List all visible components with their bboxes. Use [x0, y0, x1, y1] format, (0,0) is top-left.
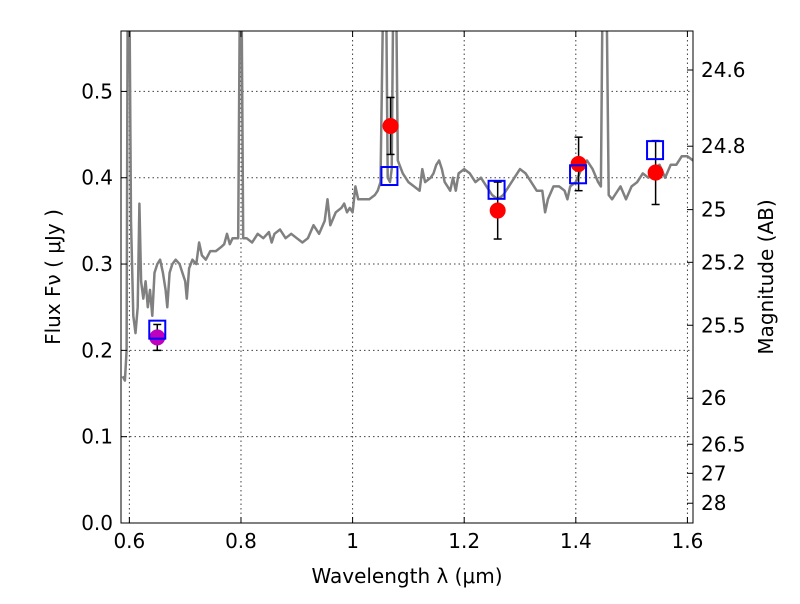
- x-tick-label: 1: [346, 529, 359, 553]
- data-layer: [121, 31, 693, 382]
- x-tick-label: 1.4: [560, 529, 592, 553]
- right-tick-label: 27: [701, 461, 726, 485]
- data-point: [570, 155, 587, 172]
- right-tick-label: 26: [701, 386, 726, 410]
- y-axis-right-label: Magnitude (AB): [754, 199, 778, 354]
- right-tick-label: 24.6: [701, 58, 746, 82]
- data-point: [382, 117, 399, 134]
- y-tick-label: 0.5: [81, 79, 113, 103]
- spectrum-line: [121, 31, 693, 382]
- model-flux-square: [569, 164, 588, 185]
- x-tick-label: 0.8: [225, 529, 257, 553]
- data-point: [149, 329, 166, 346]
- x-tick-label: 0.6: [113, 529, 145, 553]
- y-tick-label: 0.2: [81, 338, 113, 362]
- y-tick-label: 0.0: [81, 511, 113, 535]
- x-tick-label: 1.2: [448, 529, 480, 553]
- model-flux-square: [487, 179, 506, 200]
- right-tick-label: 25: [701, 198, 726, 222]
- plot-frame: [120, 30, 694, 524]
- x-axis-label: Wavelength λ (μm): [311, 564, 502, 588]
- y-tick-label: 0.3: [81, 252, 113, 276]
- y-axis-label: Flux Fν ( μJy ): [41, 209, 65, 345]
- x-tick-label: 1.6: [672, 529, 704, 553]
- data-point: [647, 164, 664, 181]
- right-tick-label: 24.8: [701, 134, 746, 158]
- data-point: [489, 202, 506, 219]
- right-tick-label: 26.5: [701, 432, 746, 456]
- model-flux-square: [148, 319, 167, 340]
- model-flux-square: [646, 140, 665, 161]
- ticks: 0.6 0.8 1 1.2 1.4 1.6 0.0 0.1 0.2 0.3 0.4 0.5 24.6 24…: [81, 31, 746, 553]
- right-tick-label: 25.5: [701, 313, 746, 337]
- marker-layer: [148, 96, 665, 352]
- right-tick-label: 28: [701, 491, 726, 515]
- right-tick-label: 25.2: [701, 250, 746, 274]
- y-tick-label: 0.1: [81, 425, 113, 449]
- plot-background: [121, 31, 693, 523]
- y-tick-label: 0.4: [81, 166, 113, 190]
- model-flux-square: [380, 166, 399, 187]
